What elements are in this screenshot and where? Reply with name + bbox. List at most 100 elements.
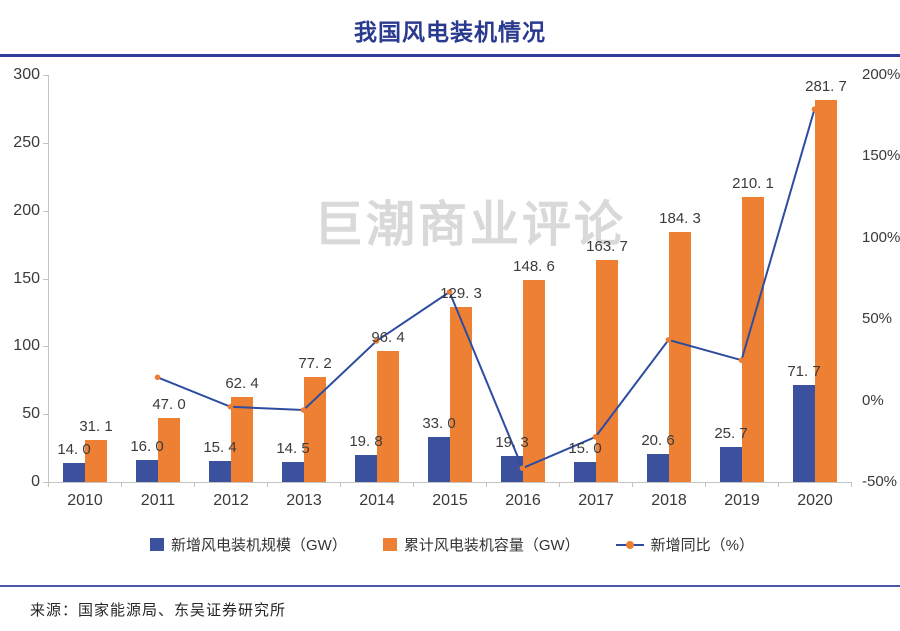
- bar-cumulative-2010: [85, 440, 107, 482]
- bar-value-label: 14. 5: [276, 440, 310, 457]
- bar-value-label: 281. 7: [805, 78, 847, 95]
- x-axis-label: 2018: [651, 492, 687, 509]
- bar-new-installed-2014: [355, 455, 377, 482]
- bar-new-installed-2016: [501, 456, 523, 482]
- chart-title: 我国风电装机情况: [354, 19, 546, 45]
- x-axis-label: 2015: [432, 492, 468, 509]
- secondary-y-axis-label: 150%: [862, 147, 900, 164]
- y-axis-label: 50: [22, 405, 40, 422]
- bar-value-label: 19. 8: [349, 433, 383, 450]
- x-axis-tick: [121, 482, 122, 487]
- y-axis-label: 0: [31, 473, 40, 490]
- bar-new-installed-2015: [428, 437, 450, 482]
- x-axis-label: 2017: [578, 492, 614, 509]
- footer-divider-line: [0, 585, 900, 587]
- x-axis-tick: [194, 482, 195, 487]
- bar-value-label: 14. 0: [57, 441, 91, 458]
- bar-value-label: 129. 3: [440, 285, 482, 302]
- secondary-y-axis-label: 200%: [862, 66, 900, 83]
- secondary-y-axis-label: 50%: [862, 310, 893, 327]
- bar-new-installed-2012: [209, 461, 231, 482]
- y-axis-tick: [43, 143, 48, 144]
- bar-value-label: 148. 6: [513, 258, 555, 275]
- x-axis-tick: [340, 482, 341, 487]
- y-axis-line: [48, 75, 49, 482]
- x-axis-label: 2014: [359, 492, 395, 509]
- x-axis-tick: [632, 482, 633, 487]
- bar-new-installed-2019: [720, 447, 742, 482]
- bar-value-label: 16. 0: [130, 438, 164, 455]
- x-axis-label: 2019: [724, 492, 760, 509]
- x-axis-tick: [851, 482, 852, 487]
- title-divider-line: [0, 54, 900, 57]
- bar-value-label: 19. 3: [495, 434, 529, 451]
- bar-value-label: 77. 2: [298, 355, 332, 372]
- data-point-marker: [154, 374, 161, 381]
- x-axis-line: [48, 482, 852, 483]
- bar-new-installed-2013: [282, 462, 304, 482]
- bar-value-label: 184. 3: [659, 210, 701, 227]
- y-axis-label: 150: [13, 270, 40, 287]
- legend-swatch-orange: [382, 538, 397, 551]
- bar-new-installed-2020: [793, 385, 815, 482]
- legend-swatch-blue: [150, 538, 164, 551]
- x-axis-tick: [486, 482, 487, 487]
- bar-value-label: 25. 7: [714, 425, 748, 442]
- y-axis-label: 100: [13, 337, 40, 354]
- bar-value-label: 163. 7: [586, 238, 628, 255]
- legend-line-marker-icon: [615, 540, 644, 549]
- x-axis-tick: [48, 482, 49, 487]
- x-axis-tick: [413, 482, 414, 487]
- bar-value-label: 96. 4: [371, 329, 405, 346]
- bar-value-label: 15. 0: [568, 440, 602, 457]
- bar-new-installed-2010: [63, 463, 85, 482]
- y-axis-label: 300: [13, 66, 40, 83]
- y-axis-tick: [43, 482, 48, 483]
- legend-item-yoy: 新增同比（%）: [615, 534, 754, 555]
- chart-legend: 新增风电装机规模（GW） 累计风电装机容量（GW） 新增同比（%）: [150, 534, 754, 555]
- legend-label-yoy: 新增同比（%）: [650, 537, 754, 554]
- secondary-y-axis-label: 0%: [862, 392, 884, 409]
- secondary-y-axis-label: -50%: [862, 473, 898, 490]
- bar-value-label: 210. 1: [732, 175, 774, 192]
- source-note: 来源：国家能源局、东吴证券研究所: [30, 602, 287, 619]
- x-axis-tick: [705, 482, 706, 487]
- y-axis-tick: [43, 211, 48, 212]
- legend-marker-dot-icon: [625, 540, 634, 549]
- bar-value-label: 47. 0: [152, 396, 186, 413]
- x-axis-tick: [267, 482, 268, 487]
- x-axis-tick: [559, 482, 560, 487]
- bar-value-label: 31. 1: [79, 418, 113, 435]
- bar-cumulative-2015: [450, 307, 472, 482]
- bar-new-installed-2011: [136, 460, 158, 482]
- x-axis-label: 2020: [797, 492, 833, 509]
- y-axis-label: 250: [13, 134, 40, 151]
- x-axis-label: 2010: [67, 492, 103, 509]
- bar-cumulative-2016: [523, 280, 545, 482]
- y-axis-tick: [43, 346, 48, 347]
- bar-value-label: 62. 4: [225, 375, 259, 392]
- legend-label-cumulative: 累计风电装机容量（GW）: [403, 537, 580, 554]
- y-axis-tick: [43, 75, 48, 76]
- bar-value-label: 15. 4: [203, 439, 237, 456]
- legend-item-cumulative: 累计风电装机容量（GW）: [382, 534, 580, 555]
- x-axis-label: 2013: [286, 492, 322, 509]
- secondary-y-axis-label: 100%: [862, 229, 900, 246]
- bar-cumulative-2014: [377, 351, 399, 482]
- bar-cumulative-2020: [815, 100, 837, 482]
- bar-value-label: 20. 6: [641, 432, 675, 449]
- y-axis-label: 200: [13, 202, 40, 219]
- y-axis-tick: [43, 414, 48, 415]
- legend-label-new-installed: 新增风电装机规模（GW）: [171, 537, 347, 554]
- bar-value-label: 33. 0: [422, 415, 456, 432]
- bar-new-installed-2017: [574, 462, 596, 482]
- bar-new-installed-2018: [647, 454, 669, 482]
- x-axis-label: 2011: [140, 492, 176, 509]
- x-axis-label: 2016: [505, 492, 541, 509]
- bar-value-label: 71. 7: [787, 363, 821, 380]
- x-axis-label: 2012: [213, 492, 249, 509]
- y-axis-tick: [43, 279, 48, 280]
- x-axis-tick: [778, 482, 779, 487]
